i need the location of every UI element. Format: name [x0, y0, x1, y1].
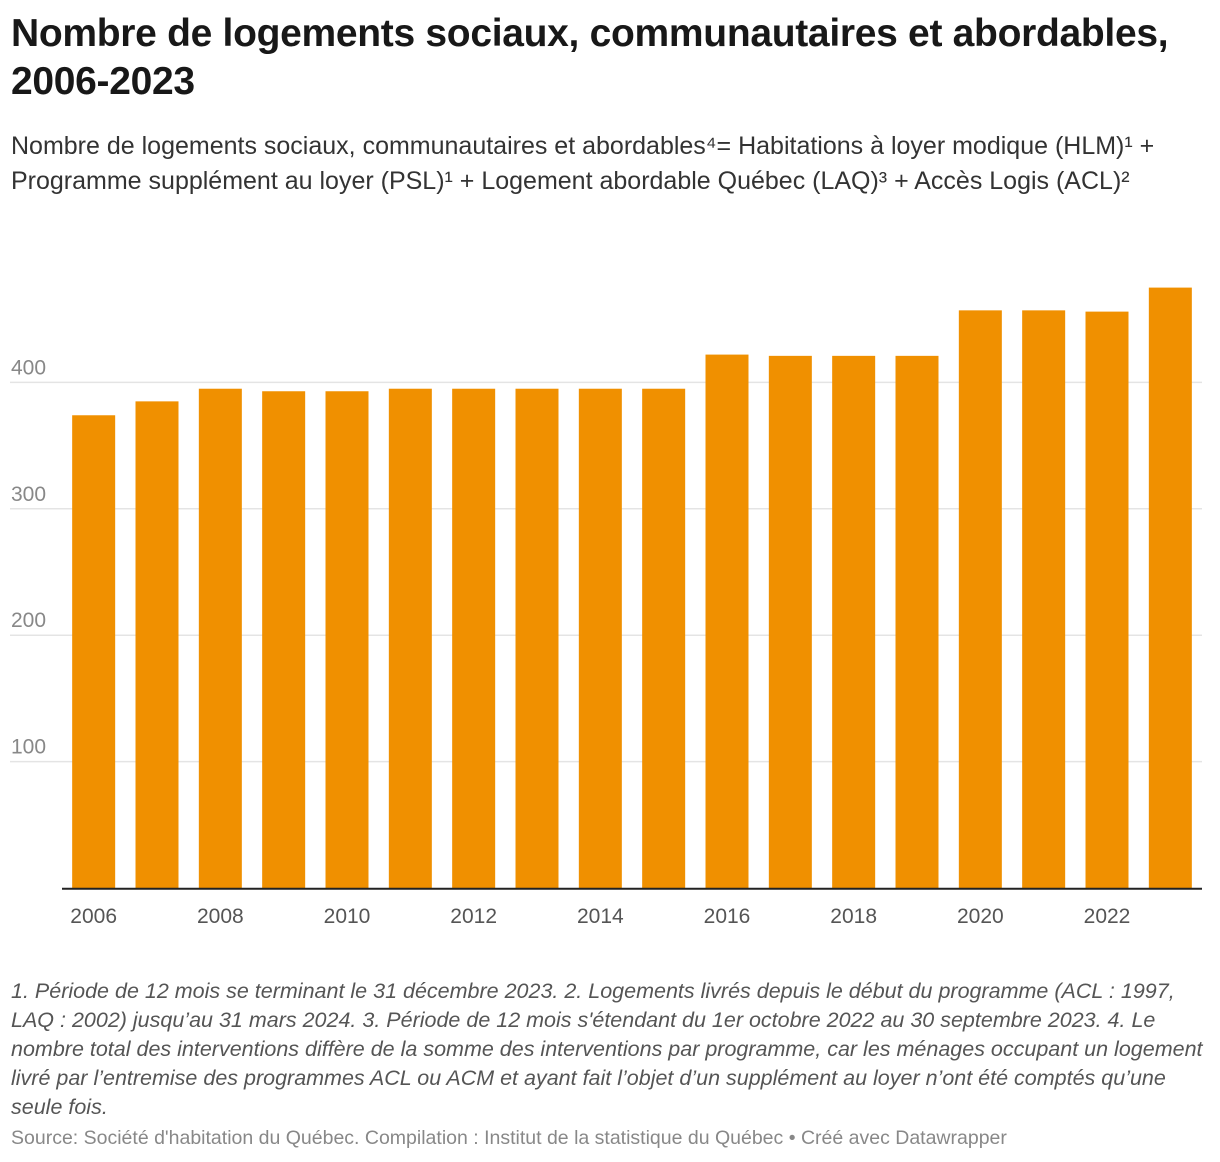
chart-notes: 1. Période de 12 mois se terminant le 31… — [11, 979, 1203, 1119]
chart-title: Nombre de logements sociaux, communautai… — [11, 12, 1169, 103]
x-tick-label: 2012 — [450, 905, 497, 928]
y-tick-label: 300 — [11, 483, 46, 506]
bar-2023 — [1148, 287, 1192, 889]
bar-2022 — [1085, 311, 1129, 889]
bar-2015 — [642, 388, 686, 888]
x-tick-label: 2006 — [70, 905, 117, 928]
y-tick-label: 200 — [11, 609, 46, 632]
chart-subtitle: Nombre de logements sociaux, communautai… — [11, 132, 1155, 195]
bar-2013 — [515, 388, 559, 888]
x-tick-label: 2022 — [1084, 905, 1131, 928]
bar-chart: 100 200 300 400 2006 2008 2010 2012 2014 2016 201… — [10, 287, 1202, 928]
x-tick-label: 2010 — [324, 905, 371, 928]
bar-2020 — [958, 310, 1002, 888]
y-tick-label: 100 — [11, 736, 46, 759]
bar-2014 — [578, 388, 622, 888]
bar-2008 — [198, 388, 242, 888]
y-tick-label: 400 — [11, 356, 46, 379]
x-tick-label: 2014 — [577, 905, 624, 928]
bar-2010 — [325, 391, 369, 888]
bar-2018 — [832, 355, 876, 888]
bar-2012 — [452, 388, 496, 888]
bar-2009 — [262, 391, 306, 888]
x-tick-label: 2008 — [197, 905, 244, 928]
bar-2017 — [768, 355, 812, 888]
bars — [72, 287, 1192, 889]
bar-2006 — [72, 415, 116, 888]
bar-2019 — [895, 355, 939, 888]
chart-source: Source: Société d'habitation du Québec. … — [11, 1127, 1007, 1149]
bar-2021 — [1022, 310, 1066, 888]
x-tick-label: 2018 — [830, 905, 877, 928]
bar-2011 — [388, 388, 432, 888]
x-tick-label: 2016 — [704, 905, 751, 928]
bar-2016 — [705, 354, 749, 888]
x-tick-label: 2020 — [957, 905, 1004, 928]
x-tick-labels: 2006 2008 2010 2012 2014 2016 2018 2020 2022 — [70, 905, 1130, 928]
y-tick-labels: 100 200 300 400 — [11, 356, 46, 758]
bar-2007 — [135, 401, 179, 888]
